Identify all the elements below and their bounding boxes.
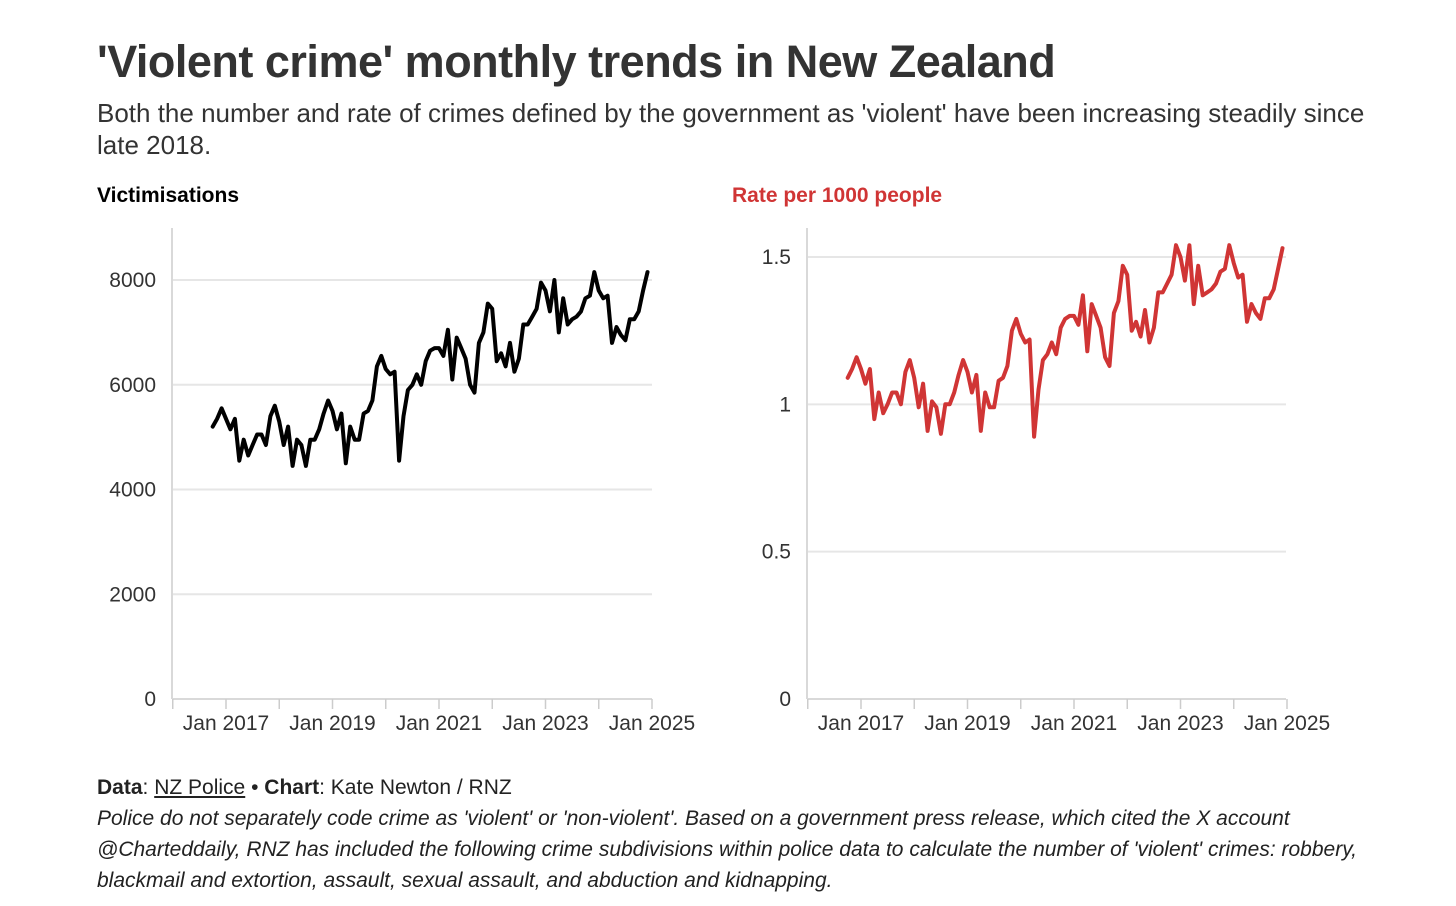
victimisations-xtick-label: Jan 2019	[289, 712, 375, 735]
rate-xtick-label: Jan 2023	[1137, 712, 1223, 735]
rate-ytick-label: 1	[779, 393, 791, 416]
rate-ytick-label: 0.5	[762, 541, 791, 564]
victimisations-xtick-label: Jan 2021	[396, 712, 482, 735]
data-source-link[interactable]: NZ Police	[154, 776, 246, 799]
chart-title: 'Violent crime' monthly trends in New Ze…	[97, 36, 1056, 87]
rate-xtick-label: Jan 2019	[924, 712, 1010, 735]
chart-subtitle: Both the number and rate of crimes defin…	[97, 98, 1365, 160]
source-line: Data: NZ Police • Chart: Kate Newton / R…	[97, 776, 512, 799]
rate-xtick-label: Jan 2017	[818, 712, 904, 735]
victimisations-series-line	[210, 270, 650, 468]
rate-ytick-label: 1.5	[762, 246, 791, 269]
chart-label: Chart	[264, 776, 320, 799]
chart-credit: Kate Newton / RNZ	[330, 776, 512, 799]
rate-xtick-label: Jan 2021	[1031, 712, 1117, 735]
victimisations-panel-title: Victimisations	[97, 184, 239, 207]
victimisations-ytick-label: 0	[144, 688, 156, 711]
rate-xtick-label: Jan 2025	[1244, 712, 1330, 735]
chart-footer: Data: NZ Police • Chart: Kate Newton / R…	[97, 772, 1397, 896]
data-label: Data	[97, 776, 143, 799]
methodology-note: Police do not separately code crime as '…	[97, 807, 1357, 892]
victimisations-xtick-label: Jan 2017	[183, 712, 269, 735]
victimisations-xtick-label: Jan 2023	[502, 712, 588, 735]
victimisations-xtick-label: Jan 2025	[609, 712, 695, 735]
victimisations-ytick-label: 2000	[109, 583, 156, 606]
separator-bullet: •	[251, 776, 259, 799]
victimisations-ytick-label: 4000	[109, 479, 156, 502]
rate-panel-title: Rate per 1000 people	[732, 184, 943, 207]
victimisations-ytick-label: 8000	[109, 269, 156, 292]
charts-canvas: 0 2000 4000 6000 8000 Jan 2017 Jan 2019 Jan 202…	[109, 228, 1330, 735]
rate-series-line	[845, 243, 1285, 439]
rate-ytick-label: 0	[779, 688, 791, 711]
victimisations-ytick-label: 6000	[109, 374, 156, 397]
